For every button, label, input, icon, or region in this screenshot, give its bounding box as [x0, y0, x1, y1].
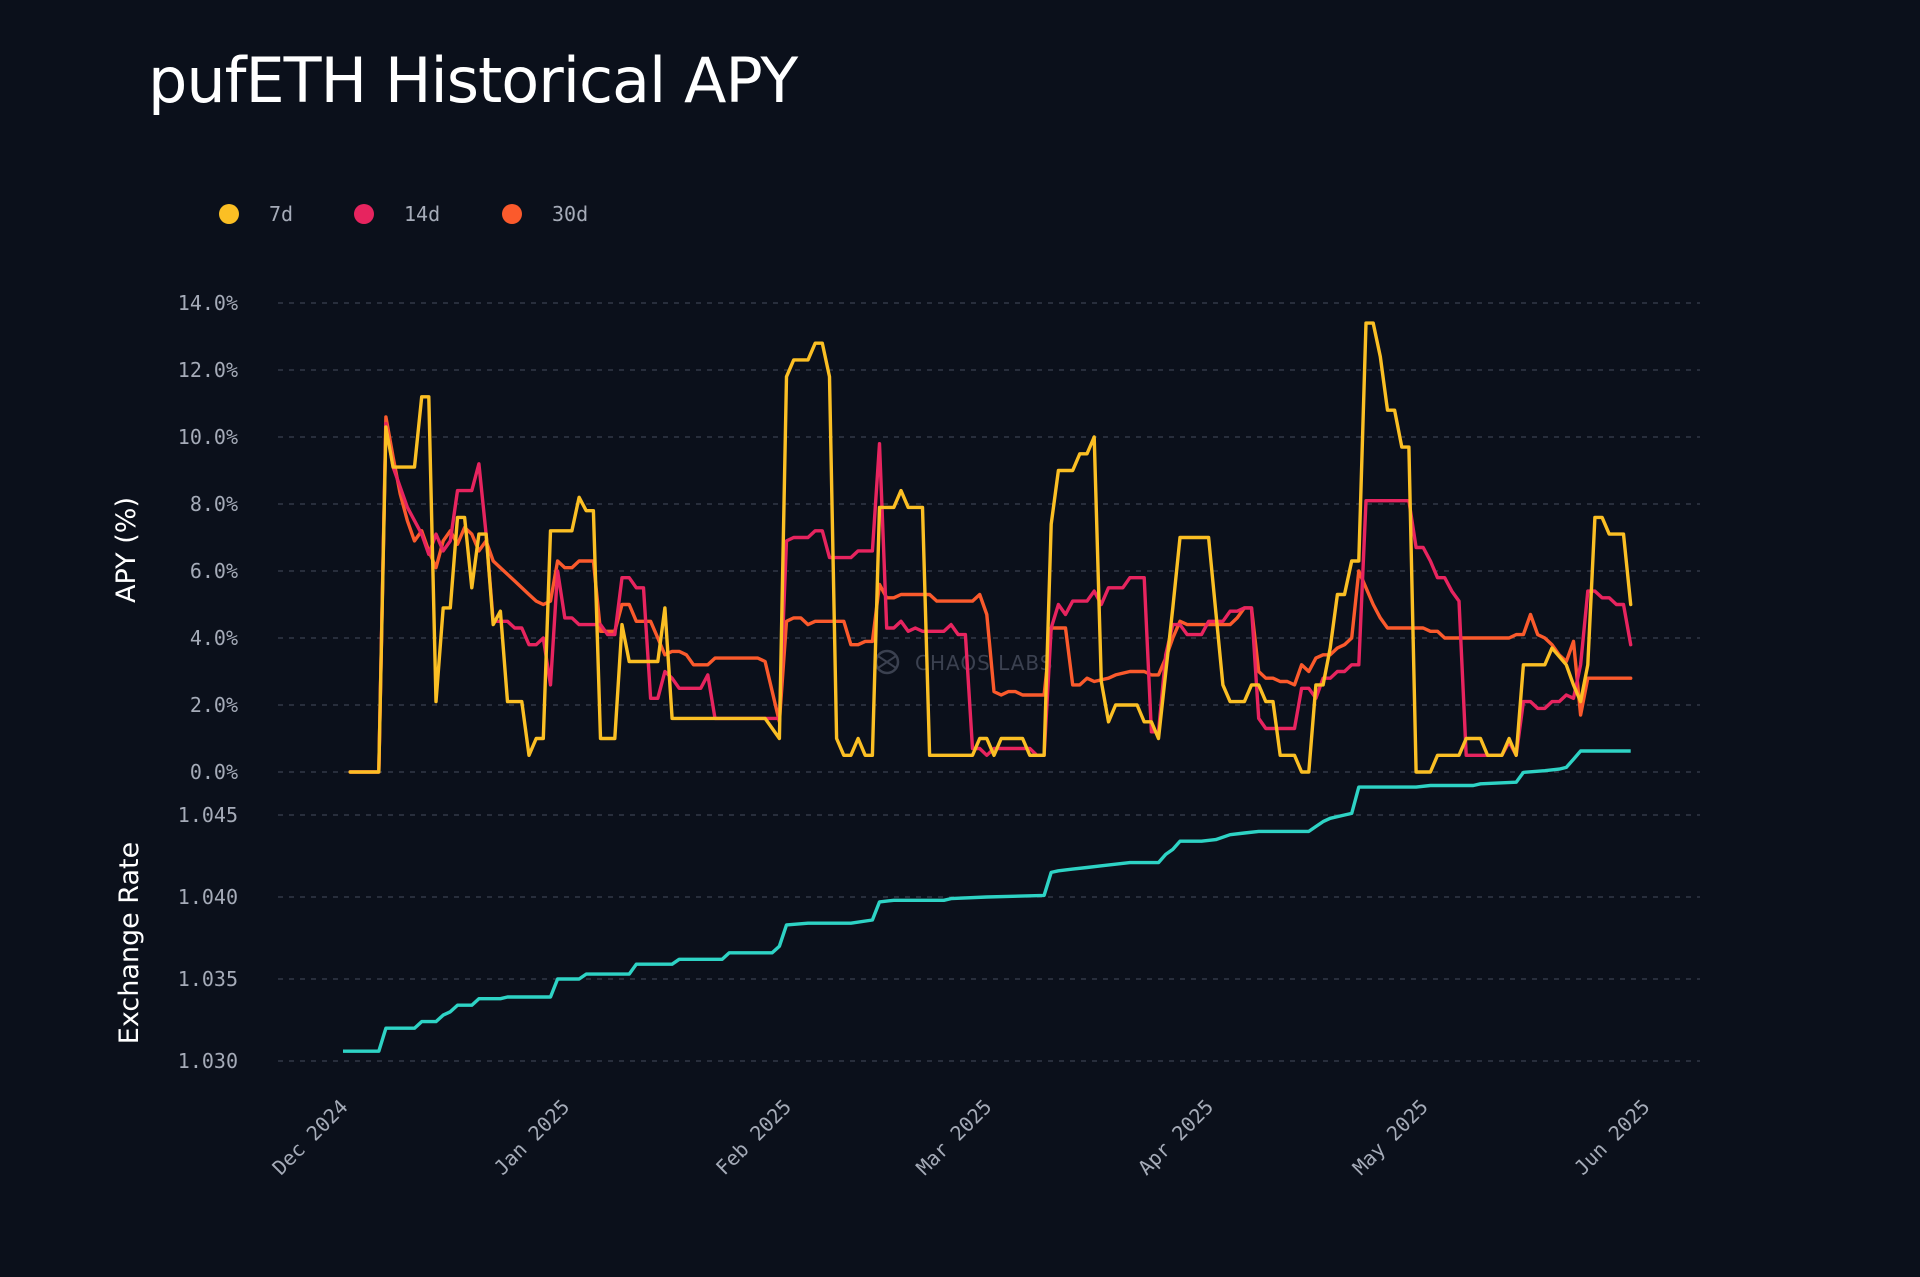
apy-y-tick-label: 4.0% — [190, 626, 238, 650]
legend: 7d 14d 30d — [219, 202, 588, 226]
legend-item-14d[interactable]: 14d — [354, 202, 440, 226]
legend-swatch — [354, 204, 374, 224]
legend-swatch — [219, 204, 239, 224]
exchange-rate-y-ticks: 1.030 1.035 1.040 1.045 — [178, 803, 238, 1073]
exchange-rate-line — [343, 749, 1631, 1053]
apy-y-tick-label: 14.0% — [178, 291, 238, 315]
x-tick-label: Jun 2025 — [1569, 1095, 1654, 1180]
chaos-labs-logo-icon — [874, 649, 900, 675]
exchange-rate-gridlines — [278, 814, 1700, 1062]
apy-y-tick-label: 8.0% — [190, 492, 238, 516]
x-tick-label: Jan 2025 — [489, 1095, 574, 1180]
exchange-rate-y-axis-label: Exchange Rate — [114, 842, 145, 1044]
chart-title: pufETH Historical APY — [148, 44, 798, 117]
exchange-rate-y-tick-label: 1.040 — [178, 885, 238, 909]
apy-y-ticks: 0.0% 2.0% 4.0% 6.0% 8.0% 10.0% 12.0% 14.0% — [178, 291, 238, 784]
legend-label: 14d — [404, 202, 440, 226]
apy-panel: 0.0% 2.0% 4.0% 6.0% 8.0% 10.0% 12.0% 14.0% APY … — [111, 291, 1700, 784]
x-tick-label: Apr 2025 — [1133, 1095, 1218, 1180]
apy-y-tick-label: 12.0% — [178, 358, 238, 382]
apy-line-7d — [348, 321, 1633, 774]
watermark: CHAOS LABS — [915, 651, 1053, 675]
x-axis-ticks: Dec 2024 Jan 2025 Feb 2025 Mar 2025 Apr 2025… — [267, 1095, 1654, 1180]
apy-gridlines — [278, 302, 1700, 773]
legend-label: 7d — [269, 202, 293, 226]
legend-label: 30d — [552, 202, 588, 226]
x-tick-label: May 2025 — [1348, 1095, 1433, 1180]
legend-item-7d[interactable]: 7d — [219, 202, 293, 226]
apy-y-axis-label: APY (%) — [111, 497, 142, 603]
x-tick-label: Dec 2024 — [267, 1095, 352, 1180]
apy-y-tick-label: 0.0% — [190, 760, 238, 784]
exchange-rate-y-tick-label: 1.045 — [178, 803, 238, 827]
exchange-rate-series-lines — [343, 749, 1631, 1053]
apy-line-30d — [348, 415, 1633, 774]
apy-y-tick-label: 2.0% — [190, 693, 238, 717]
legend-swatch — [502, 204, 522, 224]
apy-line-14d — [348, 421, 1633, 774]
exchange-rate-panel: 1.030 1.035 1.040 1.045 Exchange Rate — [114, 749, 1700, 1073]
exchange-rate-y-tick-label: 1.035 — [178, 967, 238, 991]
x-tick-label: Feb 2025 — [711, 1095, 796, 1180]
legend-item-30d[interactable]: 30d — [502, 202, 588, 226]
x-tick-label: Mar 2025 — [911, 1095, 996, 1180]
exchange-rate-y-tick-label: 1.030 — [178, 1049, 238, 1073]
apy-y-tick-label: 6.0% — [190, 559, 238, 583]
apy-series-lines — [348, 321, 1633, 774]
apy-y-tick-label: 10.0% — [178, 425, 238, 449]
